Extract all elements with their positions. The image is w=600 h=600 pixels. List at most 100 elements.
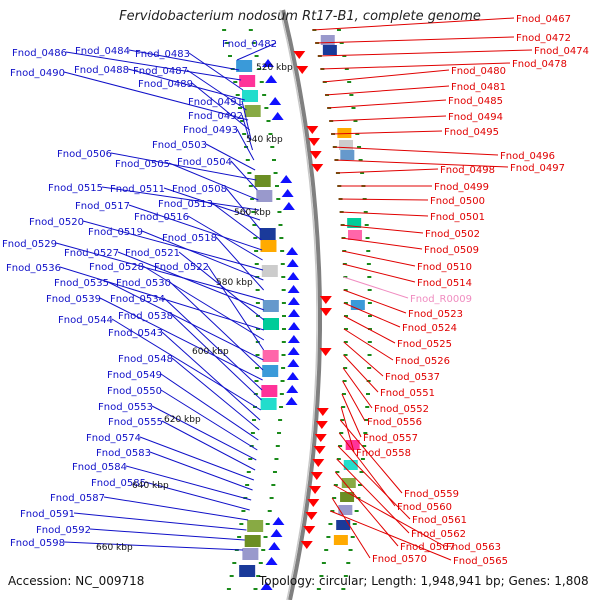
gene-label: Fnod_0585 <box>91 478 146 489</box>
tick-mark <box>366 263 371 265</box>
tick-mark <box>328 523 333 525</box>
tick-mark <box>344 68 349 70</box>
tick-mark <box>365 406 370 408</box>
gene-label: Fnod_0494 <box>448 112 503 123</box>
label-connector <box>342 380 366 422</box>
label-connector <box>160 373 259 441</box>
reverse-gene-arrow <box>319 296 332 304</box>
label-connector <box>334 159 509 168</box>
tick-mark <box>338 445 343 447</box>
label-connector <box>65 51 242 81</box>
gene-label: Fnod_0591 <box>20 509 75 520</box>
tick-mark <box>225 42 230 44</box>
gene-label: Fnod_0484 <box>75 46 130 57</box>
gene-label: Fnod_0543 <box>108 328 163 339</box>
label-connector <box>343 276 409 299</box>
tick-mark <box>281 276 286 278</box>
tick-mark <box>342 380 347 382</box>
tick-mark <box>229 575 234 577</box>
gene-label: Fnod_0496 <box>500 151 555 162</box>
tick-mark <box>268 133 273 135</box>
gene-label: Fnod_0548 <box>118 354 173 365</box>
tick-mark <box>271 159 276 161</box>
forward-gene-arrow <box>272 517 285 525</box>
tick-mark <box>254 380 259 382</box>
backbone-arc <box>281 9 322 600</box>
label-connector <box>205 143 256 171</box>
gene-label: Fnod_0584 <box>72 462 127 473</box>
tick-mark <box>343 367 348 369</box>
label-connector <box>339 419 403 494</box>
label-connector <box>128 49 240 71</box>
reverse-gene-arrow <box>309 151 322 159</box>
tick-mark <box>367 315 372 317</box>
label-connector <box>341 393 362 438</box>
label-connector <box>161 420 256 471</box>
label-connector <box>187 215 263 261</box>
label-connector <box>331 130 443 135</box>
tick-mark <box>253 237 258 239</box>
tick-mark <box>246 471 251 473</box>
tick-mark <box>343 315 348 317</box>
reverse-gene-arrow <box>306 126 319 134</box>
tick-mark <box>364 419 369 421</box>
tick-mark <box>280 263 285 265</box>
gene-label: Fnod_0472 <box>516 33 571 44</box>
gene-label: Fnod_0483 <box>135 49 190 60</box>
tick-mark <box>343 354 348 356</box>
gene-label: Fnod_0567 <box>400 542 455 553</box>
gene-label: Fnod_0551 <box>380 388 435 399</box>
reverse-gene-arrow <box>314 434 327 442</box>
scale-labels: 520 kbp 540 kbp 560 kbp 580 kbp 600 kbp 620 k… <box>96 63 293 553</box>
feature-block <box>260 240 277 252</box>
tick-mark <box>280 380 285 382</box>
backbone-shadow <box>279 9 318 600</box>
tick-mark <box>255 302 260 304</box>
label-connector <box>330 510 452 561</box>
forward-gene-arrow <box>271 112 284 120</box>
gene-label: Fnod_0587 <box>50 493 105 504</box>
label-connector <box>339 211 429 217</box>
tick-mark <box>356 497 361 499</box>
tick-mark <box>252 224 257 226</box>
tick-mark <box>255 367 260 369</box>
tick-mark <box>245 484 250 486</box>
tick-mark <box>252 419 257 421</box>
forward-gene-arrow <box>287 272 300 280</box>
tick-mark <box>248 458 253 460</box>
genome-backbone <box>279 9 322 600</box>
label-connector <box>336 458 410 534</box>
label-connector <box>207 265 265 351</box>
tick-mark <box>240 120 245 122</box>
label-connector <box>236 128 255 161</box>
label-connector <box>342 367 373 409</box>
label-connector <box>322 69 450 83</box>
tick-mark <box>367 276 372 278</box>
forward-gene-arrow <box>286 247 299 255</box>
forward-gene-arrow <box>270 529 283 537</box>
gene-label: Fnod_0504 <box>177 157 232 168</box>
gene-label: Fnod_0570 <box>372 554 427 565</box>
tick-mark <box>360 458 365 460</box>
label-connector <box>342 250 416 267</box>
label-connector <box>73 512 247 531</box>
tick-mark <box>366 250 371 252</box>
tick-mark <box>367 367 372 369</box>
tick-mark <box>348 549 353 551</box>
gene-label: Fnod_0536 <box>6 263 61 274</box>
label-connector <box>312 17 515 31</box>
tick-mark <box>343 328 348 330</box>
feature-block <box>244 535 261 547</box>
gene-label: Fnod_0487 <box>133 66 188 77</box>
label-connector <box>335 168 439 174</box>
reverse-gene-arrow <box>316 408 329 416</box>
tick-mark <box>273 172 278 174</box>
tick-mark <box>242 133 247 135</box>
tick-mark <box>326 536 331 538</box>
tick-mark <box>330 510 335 512</box>
tick-mark <box>261 549 266 551</box>
gene-label: Fnod_0486 <box>12 48 67 59</box>
tick-mark <box>336 458 341 460</box>
reverse-gene-arrow <box>312 459 325 467</box>
reverse-gene-arrow <box>296 66 309 74</box>
